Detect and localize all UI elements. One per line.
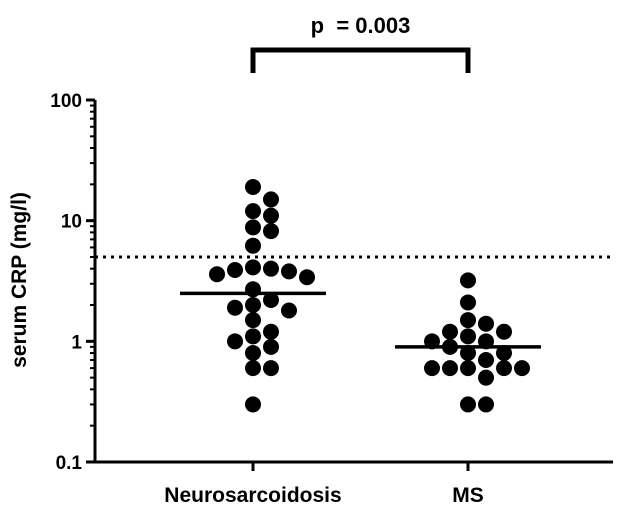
- data-point: [478, 315, 494, 332]
- data-point: [209, 266, 225, 283]
- data-point: [442, 323, 458, 340]
- data-point: [245, 328, 261, 345]
- data-point: [245, 259, 261, 276]
- x-tick-label: MS: [452, 484, 484, 507]
- y-tick-label: 10: [61, 212, 82, 233]
- y-tick-label: 1: [71, 332, 82, 353]
- data-point: [299, 269, 315, 286]
- y-axis-label: serum CRP (mg/l): [8, 192, 31, 368]
- data-point: [496, 360, 512, 377]
- data-point: [245, 219, 261, 236]
- data-point: [514, 360, 530, 377]
- data-point: [460, 360, 476, 377]
- data-point: [263, 223, 279, 240]
- data-point: [245, 312, 261, 329]
- data-point: [227, 333, 243, 350]
- significance-bracket: [250, 47, 471, 73]
- data-point: [496, 323, 512, 340]
- data-point: [424, 360, 440, 377]
- data-point: [263, 191, 279, 208]
- data-point: [245, 345, 261, 362]
- data-point: [245, 179, 261, 196]
- data-point: [227, 262, 243, 279]
- data-point: [245, 297, 261, 314]
- data-point: [460, 294, 476, 311]
- data-point: [263, 292, 279, 309]
- data-point: [245, 203, 261, 220]
- axes: 0.1 1 10 100 Neurosarcoidosis MS: [50, 91, 613, 507]
- data-point: [478, 396, 494, 413]
- data-point: [478, 352, 494, 369]
- median-lines: [180, 291, 541, 349]
- data-point: [460, 396, 476, 413]
- data-point: [460, 272, 476, 289]
- p-value-label: p = 0.003: [311, 13, 411, 38]
- data-point: [496, 345, 512, 362]
- y-tick-label: 100: [50, 91, 82, 112]
- y-tick-label: 0.1: [56, 453, 83, 474]
- data-point: [245, 396, 261, 413]
- data-point: [263, 360, 279, 377]
- data-point: [245, 237, 261, 254]
- data-point: [263, 260, 279, 277]
- data-points: [209, 179, 530, 413]
- data-point: [263, 207, 279, 224]
- x-tick-label: Neurosarcoidosis: [164, 484, 341, 507]
- data-point: [281, 302, 297, 319]
- data-point: [245, 360, 261, 377]
- data-point: [227, 299, 243, 316]
- data-point: [460, 345, 476, 362]
- data-point: [478, 369, 494, 386]
- data-point: [460, 312, 476, 329]
- data-point: [263, 323, 279, 340]
- data-point: [263, 338, 279, 355]
- data-point: [460, 328, 476, 345]
- data-point: [281, 263, 297, 280]
- data-point: [442, 360, 458, 377]
- significance-annotation: p = 0.003: [250, 13, 471, 73]
